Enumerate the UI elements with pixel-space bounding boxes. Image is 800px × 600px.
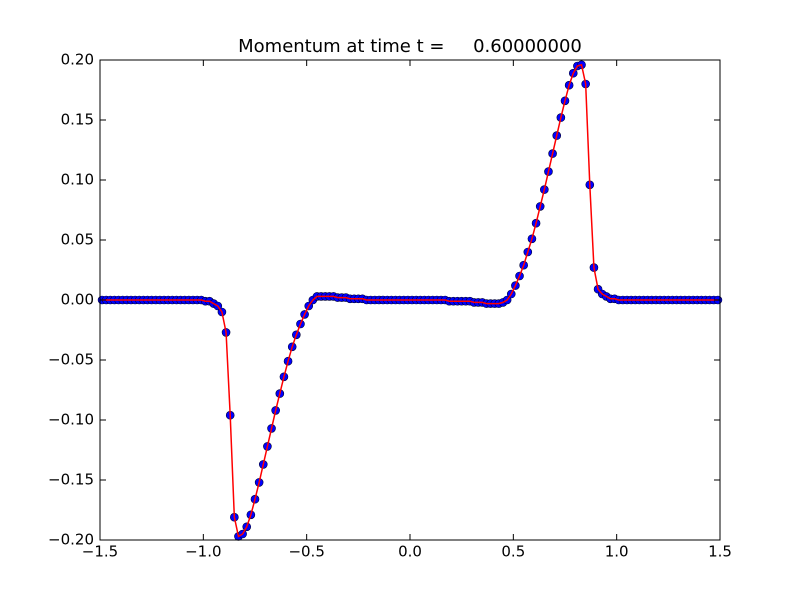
- series-line: [102, 63, 718, 538]
- x-tick-label: 1.5: [708, 543, 732, 561]
- y-tick-label: −0.10: [48, 411, 94, 429]
- x-tick-label: −0.5: [288, 543, 324, 561]
- chart-title: Momentum at time t = 0.60000000: [238, 36, 582, 57]
- y-tick-label: 0.05: [61, 231, 94, 249]
- y-tick-label: 0.15: [61, 111, 94, 129]
- x-tick-label: −1.0: [185, 543, 221, 561]
- y-tick-label: 0.00: [61, 291, 94, 309]
- y-tick-label: 0.10: [61, 171, 94, 189]
- y-tick-label: −0.20: [48, 531, 94, 549]
- x-tick-label: 0.0: [398, 543, 422, 561]
- y-tick-label: −0.15: [48, 471, 94, 489]
- y-tick-label: 0.20: [61, 51, 94, 69]
- x-tick-label: 0.5: [501, 543, 525, 561]
- x-tick-label: 1.0: [605, 543, 629, 561]
- x-tick-label: −1.5: [82, 543, 118, 561]
- y-tick-label: −0.05: [48, 351, 94, 369]
- plot-area: [97, 60, 723, 541]
